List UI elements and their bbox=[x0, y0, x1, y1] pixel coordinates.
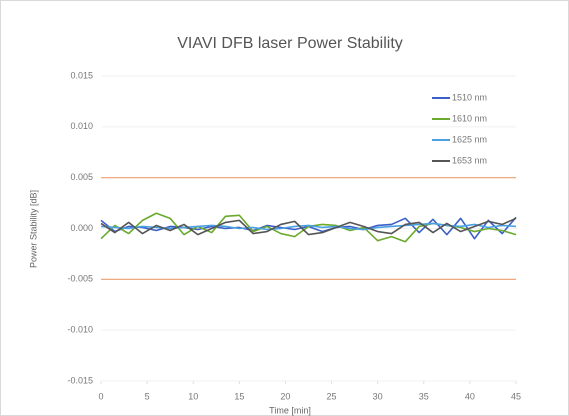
x-tick-label: 45 bbox=[511, 391, 521, 401]
x-tick-label: 35 bbox=[419, 391, 429, 401]
y-tick-label: 0.010 bbox=[70, 121, 93, 131]
chart-title: VIAVI DFB laser Power Stability bbox=[177, 35, 403, 52]
x-axis-title: Time [min] bbox=[269, 405, 311, 415]
y-tick-label: 0.015 bbox=[70, 70, 93, 80]
legend-label: 1653 nm bbox=[452, 155, 487, 165]
series-line bbox=[100, 222, 517, 231]
legend-label: 1625 nm bbox=[452, 134, 487, 144]
y-axis-title: Power Stability [dB] bbox=[28, 190, 38, 268]
x-tick-label: 5 bbox=[145, 391, 150, 401]
x-tick-label: 40 bbox=[465, 391, 475, 401]
x-tick-label: 15 bbox=[234, 391, 244, 401]
x-tick-label: 0 bbox=[98, 391, 103, 401]
y-tick-label: 0.000 bbox=[70, 223, 93, 233]
x-tick-label: 20 bbox=[280, 391, 290, 401]
series-line bbox=[100, 217, 517, 236]
y-tick-label: 0.005 bbox=[70, 172, 93, 182]
legend-label: 1510 nm bbox=[452, 92, 487, 102]
legend-label: 1610 nm bbox=[452, 113, 487, 123]
y-tick-label: -0.015 bbox=[67, 375, 93, 385]
y-tick-label: -0.010 bbox=[67, 325, 93, 335]
x-tick-label: 10 bbox=[188, 391, 198, 401]
y-tick-label: -0.005 bbox=[67, 274, 93, 284]
x-tick-label: 30 bbox=[373, 391, 383, 401]
x-tick-label: 25 bbox=[327, 391, 337, 401]
